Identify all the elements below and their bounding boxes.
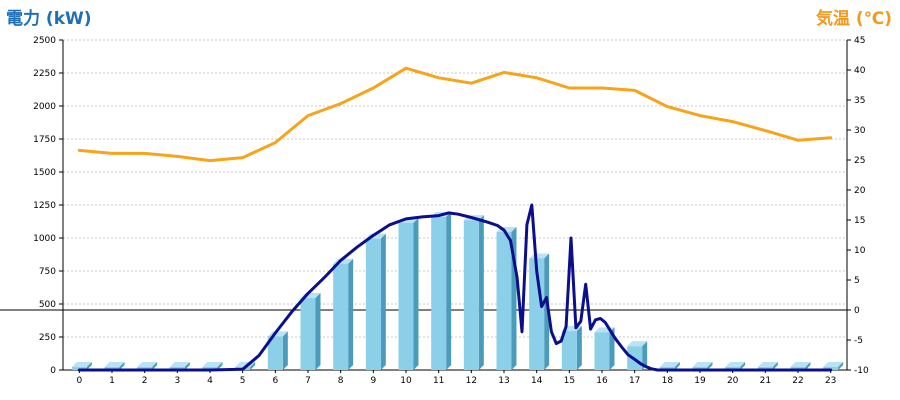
bar xyxy=(431,216,447,370)
bar-side xyxy=(184,362,190,370)
x-tick-label: 23 xyxy=(825,376,836,386)
bar-side xyxy=(119,362,125,370)
bar-top xyxy=(757,362,778,367)
bar-side xyxy=(446,211,452,370)
bar-top xyxy=(790,362,811,367)
left-tick-label: 1500 xyxy=(33,168,56,178)
right-axis-title: 気温 (℃) xyxy=(815,9,892,29)
bar-side xyxy=(86,362,92,370)
bar xyxy=(267,336,283,370)
bar-side xyxy=(413,217,419,370)
bar xyxy=(365,238,381,370)
x-tick-label: 19 xyxy=(694,376,706,386)
left-tick-label: 0 xyxy=(50,366,56,376)
bar-top xyxy=(71,362,92,367)
x-tick-label: 8 xyxy=(338,376,344,386)
right-tick-label: -5 xyxy=(854,336,863,346)
right-tick-label: 25 xyxy=(854,156,865,166)
x-tick-label: 7 xyxy=(305,376,311,386)
left-tick-label: 2500 xyxy=(33,36,56,46)
bar-side xyxy=(838,362,844,370)
bar xyxy=(561,331,577,370)
bar-side xyxy=(674,362,680,370)
bar-side xyxy=(478,215,484,370)
right-tick-label: 10 xyxy=(854,246,866,256)
bar-top xyxy=(725,362,746,367)
x-tick-label: 18 xyxy=(662,376,674,386)
x-tick-label: 16 xyxy=(596,376,608,386)
bar xyxy=(529,258,545,370)
bar xyxy=(496,232,512,370)
x-tick-label: 0 xyxy=(76,376,82,386)
right-tick-label: 30 xyxy=(854,126,866,136)
x-tick-label: 4 xyxy=(207,376,213,386)
x-tick-label: 14 xyxy=(531,376,543,386)
bar-top xyxy=(202,362,223,367)
bar-side xyxy=(707,362,713,370)
x-tick-label: 12 xyxy=(466,376,477,386)
bar-side xyxy=(282,331,288,370)
bar xyxy=(463,220,479,370)
bar-top xyxy=(169,362,190,367)
bar-side xyxy=(805,362,811,370)
left-tick-label: 1000 xyxy=(33,234,56,244)
bar-top xyxy=(823,362,844,367)
x-tick-label: 15 xyxy=(564,376,575,386)
x-tick-label: 9 xyxy=(370,376,376,386)
bar-side xyxy=(772,362,778,370)
x-tick-label: 10 xyxy=(400,376,412,386)
bar-top xyxy=(137,362,158,367)
bar xyxy=(398,222,414,370)
right-tick-label: 0 xyxy=(854,306,860,316)
x-tick-label: 21 xyxy=(760,376,771,386)
bar-side xyxy=(348,258,354,370)
left-tick-label: 2000 xyxy=(33,102,56,112)
left-tick-label: 500 xyxy=(39,300,56,310)
x-tick-label: 17 xyxy=(629,376,640,386)
bar-side xyxy=(152,362,158,370)
right-tick-label: 15 xyxy=(854,216,865,226)
right-tick-label: -10 xyxy=(854,366,869,376)
right-tick-label: 20 xyxy=(854,186,866,196)
bar xyxy=(594,332,610,370)
left-axis-title: 電力 (kW) xyxy=(6,9,92,29)
bar-side xyxy=(642,341,648,370)
bar-top xyxy=(104,362,125,367)
bar-side xyxy=(380,233,386,370)
x-tick-label: 5 xyxy=(240,376,246,386)
left-tick-label: 1250 xyxy=(33,201,56,211)
temperature-line xyxy=(77,66,833,163)
bar-side xyxy=(576,326,582,370)
power-line xyxy=(77,203,833,372)
x-tick-label: 1 xyxy=(109,376,115,386)
x-tick-label: 2 xyxy=(142,376,148,386)
bar-side xyxy=(217,362,223,370)
left-tick-label: 1750 xyxy=(33,135,56,145)
left-tick-label: 2250 xyxy=(33,69,56,79)
bar-top xyxy=(627,341,648,347)
left-tick-label: 250 xyxy=(39,333,56,343)
right-tick-label: 45 xyxy=(854,36,865,46)
bar xyxy=(333,263,349,370)
x-tick-label: 3 xyxy=(174,376,180,386)
x-tick-label: 13 xyxy=(498,376,509,386)
right-tick-label: 5 xyxy=(854,276,860,286)
bar-side xyxy=(740,362,746,370)
x-tick-label: 11 xyxy=(433,376,444,386)
x-tick-label: 6 xyxy=(272,376,278,386)
bar-top xyxy=(659,362,680,367)
right-tick-label: 40 xyxy=(854,66,866,76)
x-tick-label: 20 xyxy=(727,376,739,386)
right-tick-label: 35 xyxy=(854,96,865,106)
bar-side xyxy=(544,253,550,370)
left-tick-label: 750 xyxy=(39,267,56,277)
x-tick-label: 22 xyxy=(792,376,803,386)
bar xyxy=(300,298,316,370)
bar-top xyxy=(692,362,713,367)
bar-side xyxy=(315,293,321,370)
bar-side xyxy=(250,362,256,370)
